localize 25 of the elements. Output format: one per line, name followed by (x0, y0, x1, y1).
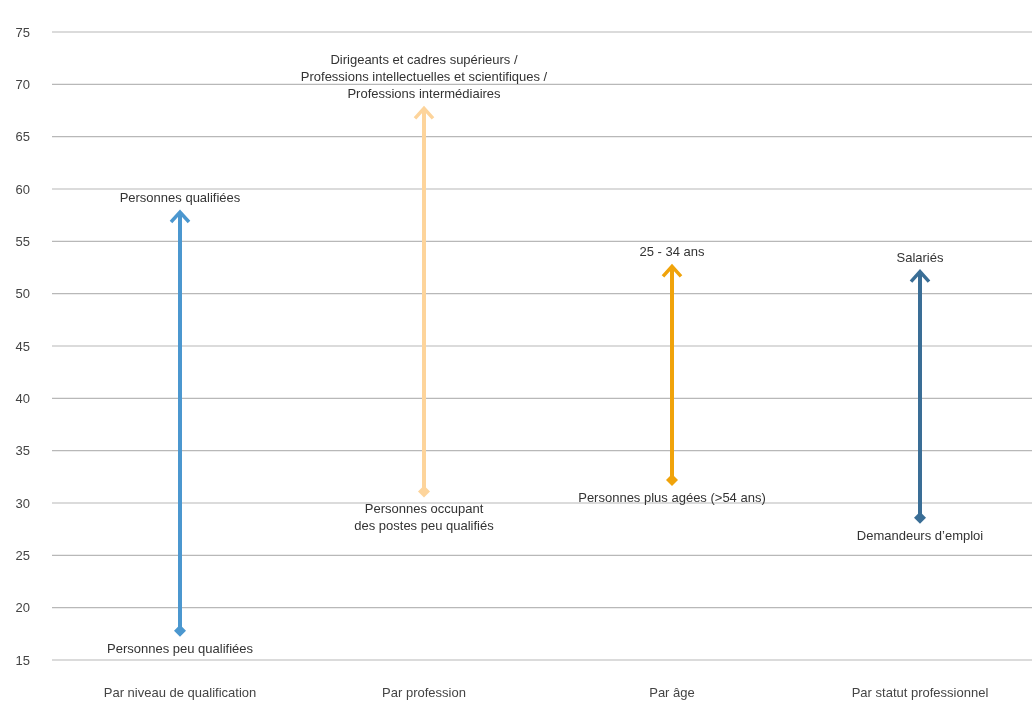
x-tick-label: Par profession (382, 685, 466, 700)
x-tick-label: Par statut professionnel (851, 685, 989, 700)
y-tick-label: 15 (15, 652, 30, 668)
y-tick-label: 65 (15, 129, 30, 145)
y-tick-label: 20 (15, 600, 30, 616)
y-tick-label: 60 (15, 181, 30, 197)
y-tick-label: 55 (15, 233, 30, 249)
y-tick-label: 70 (15, 76, 30, 92)
y-tick-label: 25 (15, 547, 30, 563)
y-tick-label: 35 (15, 443, 30, 459)
y-tick-label: 30 (15, 495, 30, 511)
y-tick-label: 40 (15, 390, 30, 406)
annotation: Personnes plus agées (>54 ans) (578, 489, 766, 505)
annotation: Dirigeants et cadres supérieurs / Professions intellectuelles et scientifiques / Professions intermédiaires (300, 52, 548, 102)
annotation: Personnes peu qualifiées (107, 640, 254, 656)
x-tick-label: Par âge (649, 685, 695, 700)
annotation: Personnes qualifiées (119, 190, 241, 206)
annotation: Demandeurs d’emploi (856, 527, 984, 543)
y-tick-label: 50 (15, 286, 30, 302)
annotation: 25 - 34 ans (639, 244, 706, 260)
annotation: Salariés (896, 249, 944, 265)
x-tick-label: Par niveau de qualification (103, 685, 257, 700)
y-tick-label: 75 (15, 24, 30, 40)
y-tick-label: 45 (15, 338, 30, 354)
annotation: Personnes occupant des postes peu qualifiés (354, 501, 495, 534)
